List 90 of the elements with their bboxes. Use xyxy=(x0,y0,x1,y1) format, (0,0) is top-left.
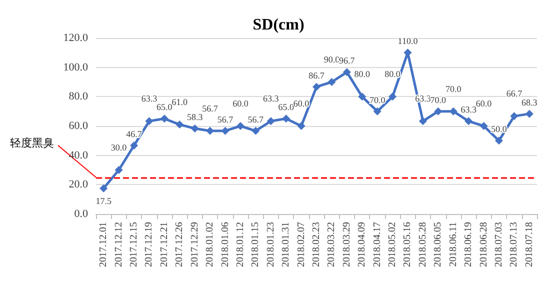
y-tick-label: 100.0 xyxy=(63,61,88,74)
data-label: 60.0 xyxy=(232,98,249,108)
point xyxy=(328,78,336,86)
x-tick-label: 2018.01.15 xyxy=(250,222,262,267)
x-tick-label: 2017.12.01 xyxy=(98,222,110,267)
x-tick-label: 2018.03.29 xyxy=(341,222,352,267)
data-label: 56.7 xyxy=(217,114,234,124)
x-tick-label: 2018.01.06 xyxy=(220,222,231,267)
data-label: 63.3 xyxy=(141,94,158,104)
data-label: 68.3 xyxy=(522,97,538,108)
point xyxy=(160,114,168,123)
data-label: 56.7 xyxy=(202,103,218,114)
point xyxy=(434,107,442,116)
x-tick-label: 2018.06.28 xyxy=(478,222,490,267)
x-tick-label: 2018.01.02 xyxy=(204,222,216,267)
y-tick-label: 80.0 xyxy=(68,90,88,103)
data-label: 63.3 xyxy=(263,94,280,104)
ref-line-label: 轻度黑臭 xyxy=(10,136,54,150)
point xyxy=(418,117,427,126)
x-tick-label: 2018.06.19 xyxy=(463,222,474,267)
data-label: 61.0 xyxy=(172,97,188,108)
x-tick-label: 2018.05.02 xyxy=(387,222,398,267)
point xyxy=(525,110,534,118)
y-tick-label: 60.0 xyxy=(68,120,88,132)
y-tick-label: 40.0 xyxy=(68,149,88,162)
data-label: 80.0 xyxy=(354,69,370,80)
data-label: 56.7 xyxy=(248,114,264,124)
data-label: 63.3 xyxy=(460,104,477,115)
point xyxy=(480,122,488,130)
point xyxy=(221,126,230,135)
point xyxy=(114,166,123,174)
data-label: 65.0 xyxy=(278,102,294,112)
point xyxy=(342,68,351,76)
point xyxy=(100,184,108,192)
x-tick-label: 2018.06.05 xyxy=(432,222,444,267)
x-tick-label: 2018.01.31 xyxy=(280,222,292,267)
point xyxy=(494,136,503,145)
point xyxy=(388,92,397,101)
x-tick-label: 2018.04.17 xyxy=(372,222,383,267)
data-label: 96.7 xyxy=(339,56,356,66)
data-label: 90.0 xyxy=(324,54,340,64)
point xyxy=(282,114,290,123)
point xyxy=(312,82,320,91)
point xyxy=(373,107,382,116)
x-tick-label: 2017.12.12 xyxy=(113,222,124,267)
data-label: 110.0 xyxy=(398,36,418,46)
chart-title: SD(cm) xyxy=(252,16,304,34)
x-tick-label: 2017.12.15 xyxy=(128,222,140,267)
data-label: 70.0 xyxy=(430,94,447,105)
point xyxy=(130,142,138,150)
data-label: 65.0 xyxy=(156,102,173,112)
x-tick-label: 2018.02.07 xyxy=(296,222,307,267)
point xyxy=(176,120,184,129)
data-label: 86.7 xyxy=(308,70,325,80)
y-tick-label: 20.0 xyxy=(68,178,88,191)
point xyxy=(266,117,275,126)
data-label: 70.0 xyxy=(369,94,386,105)
data-label: 58.3 xyxy=(186,112,204,122)
x-tick-label: 2018.02.23 xyxy=(311,222,322,267)
point xyxy=(464,117,473,126)
data-label: 30.0 xyxy=(110,142,128,152)
data-label: 60.0 xyxy=(476,98,492,108)
point xyxy=(190,124,199,132)
point xyxy=(145,117,154,126)
point xyxy=(297,122,306,130)
x-tick-label: 2018.07.18 xyxy=(524,222,535,267)
data-label: 70.0 xyxy=(445,84,462,94)
x-tick-label: 2018.01.23 xyxy=(265,222,276,267)
data-label: 60.0 xyxy=(293,98,310,108)
point xyxy=(236,122,244,130)
point xyxy=(449,107,458,116)
data-label: 17.5 xyxy=(96,196,112,206)
x-tick-label: 2018.06.11 xyxy=(448,222,459,267)
point xyxy=(358,92,366,101)
x-tick-label: 2018.05.28 xyxy=(417,222,428,267)
x-tick-label: 2018.01.12 xyxy=(234,222,246,267)
x-tick-label: 2017.12.26 xyxy=(174,222,186,267)
y-tick-label: 0.0 xyxy=(74,208,88,220)
x-tick-label: 2018.05.16 xyxy=(402,222,414,267)
x-tick-label: 2017.12.29 xyxy=(189,222,200,267)
x-tick-label: 2018.03.22 xyxy=(326,222,338,267)
x-tick-label: 2017.12.19 xyxy=(144,222,155,267)
data-label: 66.7 xyxy=(506,88,523,99)
x-tick-label: 2018.07.13 xyxy=(508,222,520,267)
x-tick-label: 2018.04.09 xyxy=(356,222,368,267)
y-tick-label: 120.0 xyxy=(63,32,88,44)
x-tick-label: 2018.07.03 xyxy=(493,222,504,267)
point xyxy=(252,126,260,135)
point xyxy=(510,112,518,120)
x-tick-label: 2017.12.21 xyxy=(158,222,170,267)
